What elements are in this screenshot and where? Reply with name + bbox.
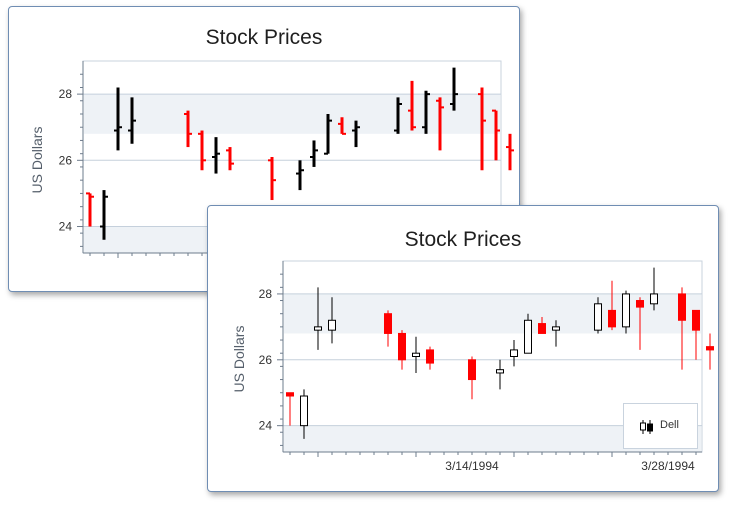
candle-body <box>300 395 308 427</box>
candlestick-chart-svg: 24 26 28 3/14/1994 3/28/1994 <box>259 260 714 473</box>
candle-body <box>524 319 532 354</box>
candlestick <box>524 313 532 354</box>
price-bar <box>506 133 514 171</box>
price-bar <box>100 190 108 240</box>
candle-body <box>426 349 434 364</box>
grid-band <box>284 293 701 334</box>
price-bar <box>338 117 346 135</box>
price-bar <box>324 113 332 155</box>
candle-body <box>552 326 560 331</box>
chart-panel-front: Stock Prices US Dollars 24 26 28 3/14/1994 3… <box>207 205 719 492</box>
price-bar <box>436 97 444 151</box>
candle-body <box>692 309 700 331</box>
price-bar <box>352 120 360 148</box>
price-bar <box>450 67 458 111</box>
candlestick <box>286 392 294 426</box>
candle-body <box>328 319 336 331</box>
candlestick-legend-icon <box>640 420 653 434</box>
candlestick <box>300 389 308 439</box>
price-bar <box>296 160 304 191</box>
y-tick-label: 28 <box>259 287 273 301</box>
price-bar <box>86 192 94 227</box>
candle-body <box>398 332 406 361</box>
price-bar <box>114 87 122 151</box>
candlestick <box>678 287 686 370</box>
candle-body <box>314 326 322 331</box>
candlestick <box>328 297 336 344</box>
price-bar <box>198 130 206 171</box>
chart-legend: Dell <box>623 403 698 449</box>
candlestick <box>552 320 560 347</box>
candle-body <box>650 293 658 305</box>
candlestick <box>412 336 420 373</box>
candlestick <box>650 267 658 311</box>
candle-body <box>510 349 518 357</box>
candlestick <box>314 287 322 350</box>
grid-band <box>84 94 500 134</box>
price-bar <box>394 97 402 134</box>
x-tick-label: 3/28/1994 <box>641 459 695 473</box>
price-bar <box>492 109 500 161</box>
candlestick <box>622 290 630 334</box>
y-tick-label: 24 <box>59 220 73 234</box>
candlestick <box>636 297 644 350</box>
candle-body <box>384 313 392 334</box>
candlestick <box>398 330 406 370</box>
candle-body <box>538 323 546 334</box>
legend-label-dell: Dell <box>660 419 679 431</box>
price-bar <box>478 87 486 171</box>
y-tick-label: 24 <box>259 419 273 433</box>
price-bar <box>128 97 136 144</box>
candlestick <box>594 297 602 334</box>
candle-body <box>608 309 616 328</box>
x-tick-label: 3/14/1994 <box>445 459 499 473</box>
price-bar <box>226 147 234 171</box>
price-bar <box>268 157 276 201</box>
candle-body <box>594 303 602 331</box>
price-bar <box>422 90 430 134</box>
candle-body <box>622 293 630 328</box>
chart-title: Stock Prices <box>205 26 323 49</box>
candlestick <box>510 340 518 367</box>
candle-body <box>496 369 504 374</box>
candle-body <box>286 392 294 397</box>
price-bar <box>184 110 192 148</box>
price-bar <box>408 80 416 131</box>
y-tick-label: 28 <box>59 87 73 101</box>
candlestick <box>538 316 546 334</box>
candlestick <box>706 333 714 370</box>
candle-body <box>706 346 714 351</box>
candlestick <box>426 346 434 370</box>
price-bar <box>212 137 220 174</box>
candlestick <box>608 280 616 331</box>
y-tick-label: 26 <box>59 153 73 167</box>
y-tick-label: 26 <box>259 353 273 367</box>
candlestick <box>496 359 504 390</box>
candle-body <box>468 359 476 381</box>
chart-title: Stock Prices <box>404 228 522 251</box>
candle-body <box>412 352 420 357</box>
chart-panel-back: Stock Prices US Dollars 24 26 28 <box>8 6 520 292</box>
candle-body <box>678 293 686 321</box>
candlestick <box>692 309 700 360</box>
candle-body <box>636 300 644 308</box>
price-bar <box>310 140 318 167</box>
candlestick <box>384 310 392 347</box>
candlestick <box>468 356 476 400</box>
